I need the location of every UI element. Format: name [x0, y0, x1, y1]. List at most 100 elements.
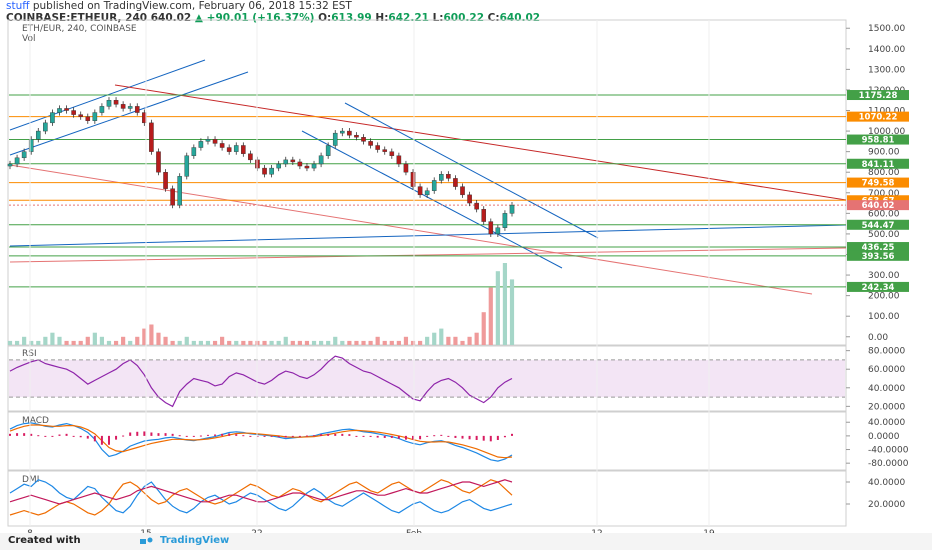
- price-axis-label: 300.00: [868, 271, 900, 281]
- volume-bar: [410, 340, 416, 345]
- macd-histogram-bar: [9, 433, 11, 436]
- macd-histogram-bar: [157, 433, 160, 436]
- volume-bar: [333, 336, 338, 345]
- candle-body: [226, 147, 232, 152]
- footer-brand[interactable]: TradingView: [160, 535, 230, 546]
- macd-histogram-bar: [143, 431, 146, 436]
- main-pane-label: ETH/EUR, 240, COINBASE: [22, 24, 137, 34]
- volume-bar: [340, 340, 345, 345]
- volume-bar: [248, 340, 253, 345]
- macd-histogram-bar: [298, 435, 301, 437]
- candle-body: [495, 227, 501, 235]
- level-tag-label: 242.34: [862, 283, 895, 293]
- macd-histogram-bar: [390, 435, 393, 438]
- macd-histogram-bar: [313, 435, 316, 437]
- candle-body: [283, 159, 289, 165]
- volume-bar: [453, 336, 458, 345]
- candle-body: [57, 108, 62, 113]
- macd-histogram-bar: [503, 435, 506, 438]
- price-change: +90.01 (+16.37%): [206, 12, 315, 24]
- rsi-axis-label: 20.0000: [868, 402, 905, 412]
- rsi-axis-label: 80.0000: [868, 347, 905, 357]
- red-trendline-upper: [114, 84, 847, 201]
- macd-histogram-bar: [16, 433, 19, 436]
- volume-bar: [234, 340, 239, 345]
- author-link[interactable]: stuff: [6, 0, 30, 12]
- candle-body: [276, 163, 281, 169]
- macd-axis-label: -40.0000: [868, 446, 909, 456]
- price-axis-label: 100.00: [868, 312, 900, 322]
- macd-plot: -80.0000 -40.0000 0.0000 40.0000: [9, 418, 909, 469]
- volume-bar: [128, 340, 133, 345]
- macd-histogram-bar: [419, 435, 422, 440]
- rsi-axis-label: 60.0000: [868, 365, 905, 375]
- macd-histogram-bar: [93, 435, 96, 442]
- macd-histogram-bar: [30, 433, 33, 436]
- macd-histogram-bar: [511, 433, 513, 436]
- price-axis-label: 900.00: [868, 148, 900, 158]
- level-tag-label: 544.47: [862, 221, 895, 231]
- candle-body: [219, 143, 225, 148]
- level-tag-label: 393.56: [862, 252, 895, 262]
- candle-body: [318, 155, 324, 165]
- time-axis: 81522Feb1219: [27, 20, 715, 539]
- volume-bar: [403, 336, 409, 345]
- macd-histogram-bar: [482, 435, 485, 441]
- candle-body: [269, 167, 274, 175]
- macd-histogram-bar: [44, 435, 47, 437]
- vol-pane-label: Vol: [22, 34, 36, 44]
- macd-pane-label: MACD: [22, 416, 49, 426]
- candle-body: [212, 139, 218, 144]
- close-value: 640.02: [499, 12, 541, 24]
- level-tag: [847, 90, 909, 101]
- level-tag: [847, 250, 909, 261]
- price-candles: [7, 97, 515, 238]
- symbol-name[interactable]: COINBASE:ETHEUR, 240: [6, 12, 148, 24]
- volume-bar: [304, 340, 310, 345]
- volume-bar: [389, 340, 394, 345]
- macd-histogram-bar: [376, 435, 379, 438]
- candle-body: [233, 145, 239, 152]
- level-tag-label: 958.81: [862, 136, 895, 146]
- volume-bar: [241, 340, 246, 345]
- macd-histogram-bar: [348, 434, 351, 436]
- last-price: 640.02: [150, 12, 192, 24]
- dmi-axis-label: 20.0000: [868, 500, 905, 510]
- volume-bar: [432, 332, 437, 345]
- volume-bar: [269, 340, 274, 345]
- macd-histogram-bar: [164, 433, 167, 436]
- candle-body: [368, 141, 373, 146]
- volume-bar: [425, 336, 430, 345]
- candle-body: [99, 106, 105, 113]
- price-axis-label: 500.00: [868, 230, 900, 240]
- volume-bar: [297, 340, 302, 345]
- up-arrow-icon: ▲: [194, 12, 203, 24]
- candle-body: [347, 130, 352, 136]
- macd-histogram-bar: [284, 435, 287, 438]
- candle-body: [14, 157, 20, 165]
- volume-bar: [36, 340, 41, 345]
- volume-bar: [375, 336, 380, 345]
- price-axis-label: 800.00: [868, 168, 900, 178]
- high-label: H:: [375, 12, 389, 24]
- macd-axis-label: 0.0000: [868, 432, 900, 442]
- macd-histogram-bar: [129, 432, 132, 436]
- candle-body: [113, 100, 119, 105]
- macd-histogram-bar: [355, 435, 358, 437]
- candle-body: [7, 163, 13, 167]
- low-value: 600.22: [443, 12, 485, 24]
- dmi-series-line: [9, 479, 513, 505]
- dmi-plot: 20.0000 40.0000: [9, 478, 905, 516]
- macd-histogram-bar: [171, 433, 174, 436]
- volume-bar: [439, 328, 444, 345]
- blue-support-line: [9, 224, 847, 247]
- macd-histogram-bar: [454, 435, 457, 438]
- tradingview-logo-icon: [140, 537, 153, 544]
- dmi-series-line: [9, 479, 513, 516]
- volume-bar: [29, 340, 34, 345]
- macd-histogram-bar: [192, 435, 195, 437]
- macd-histogram-bar: [221, 433, 224, 436]
- close-label: C:: [487, 12, 500, 24]
- macd-histogram-bar: [235, 434, 238, 436]
